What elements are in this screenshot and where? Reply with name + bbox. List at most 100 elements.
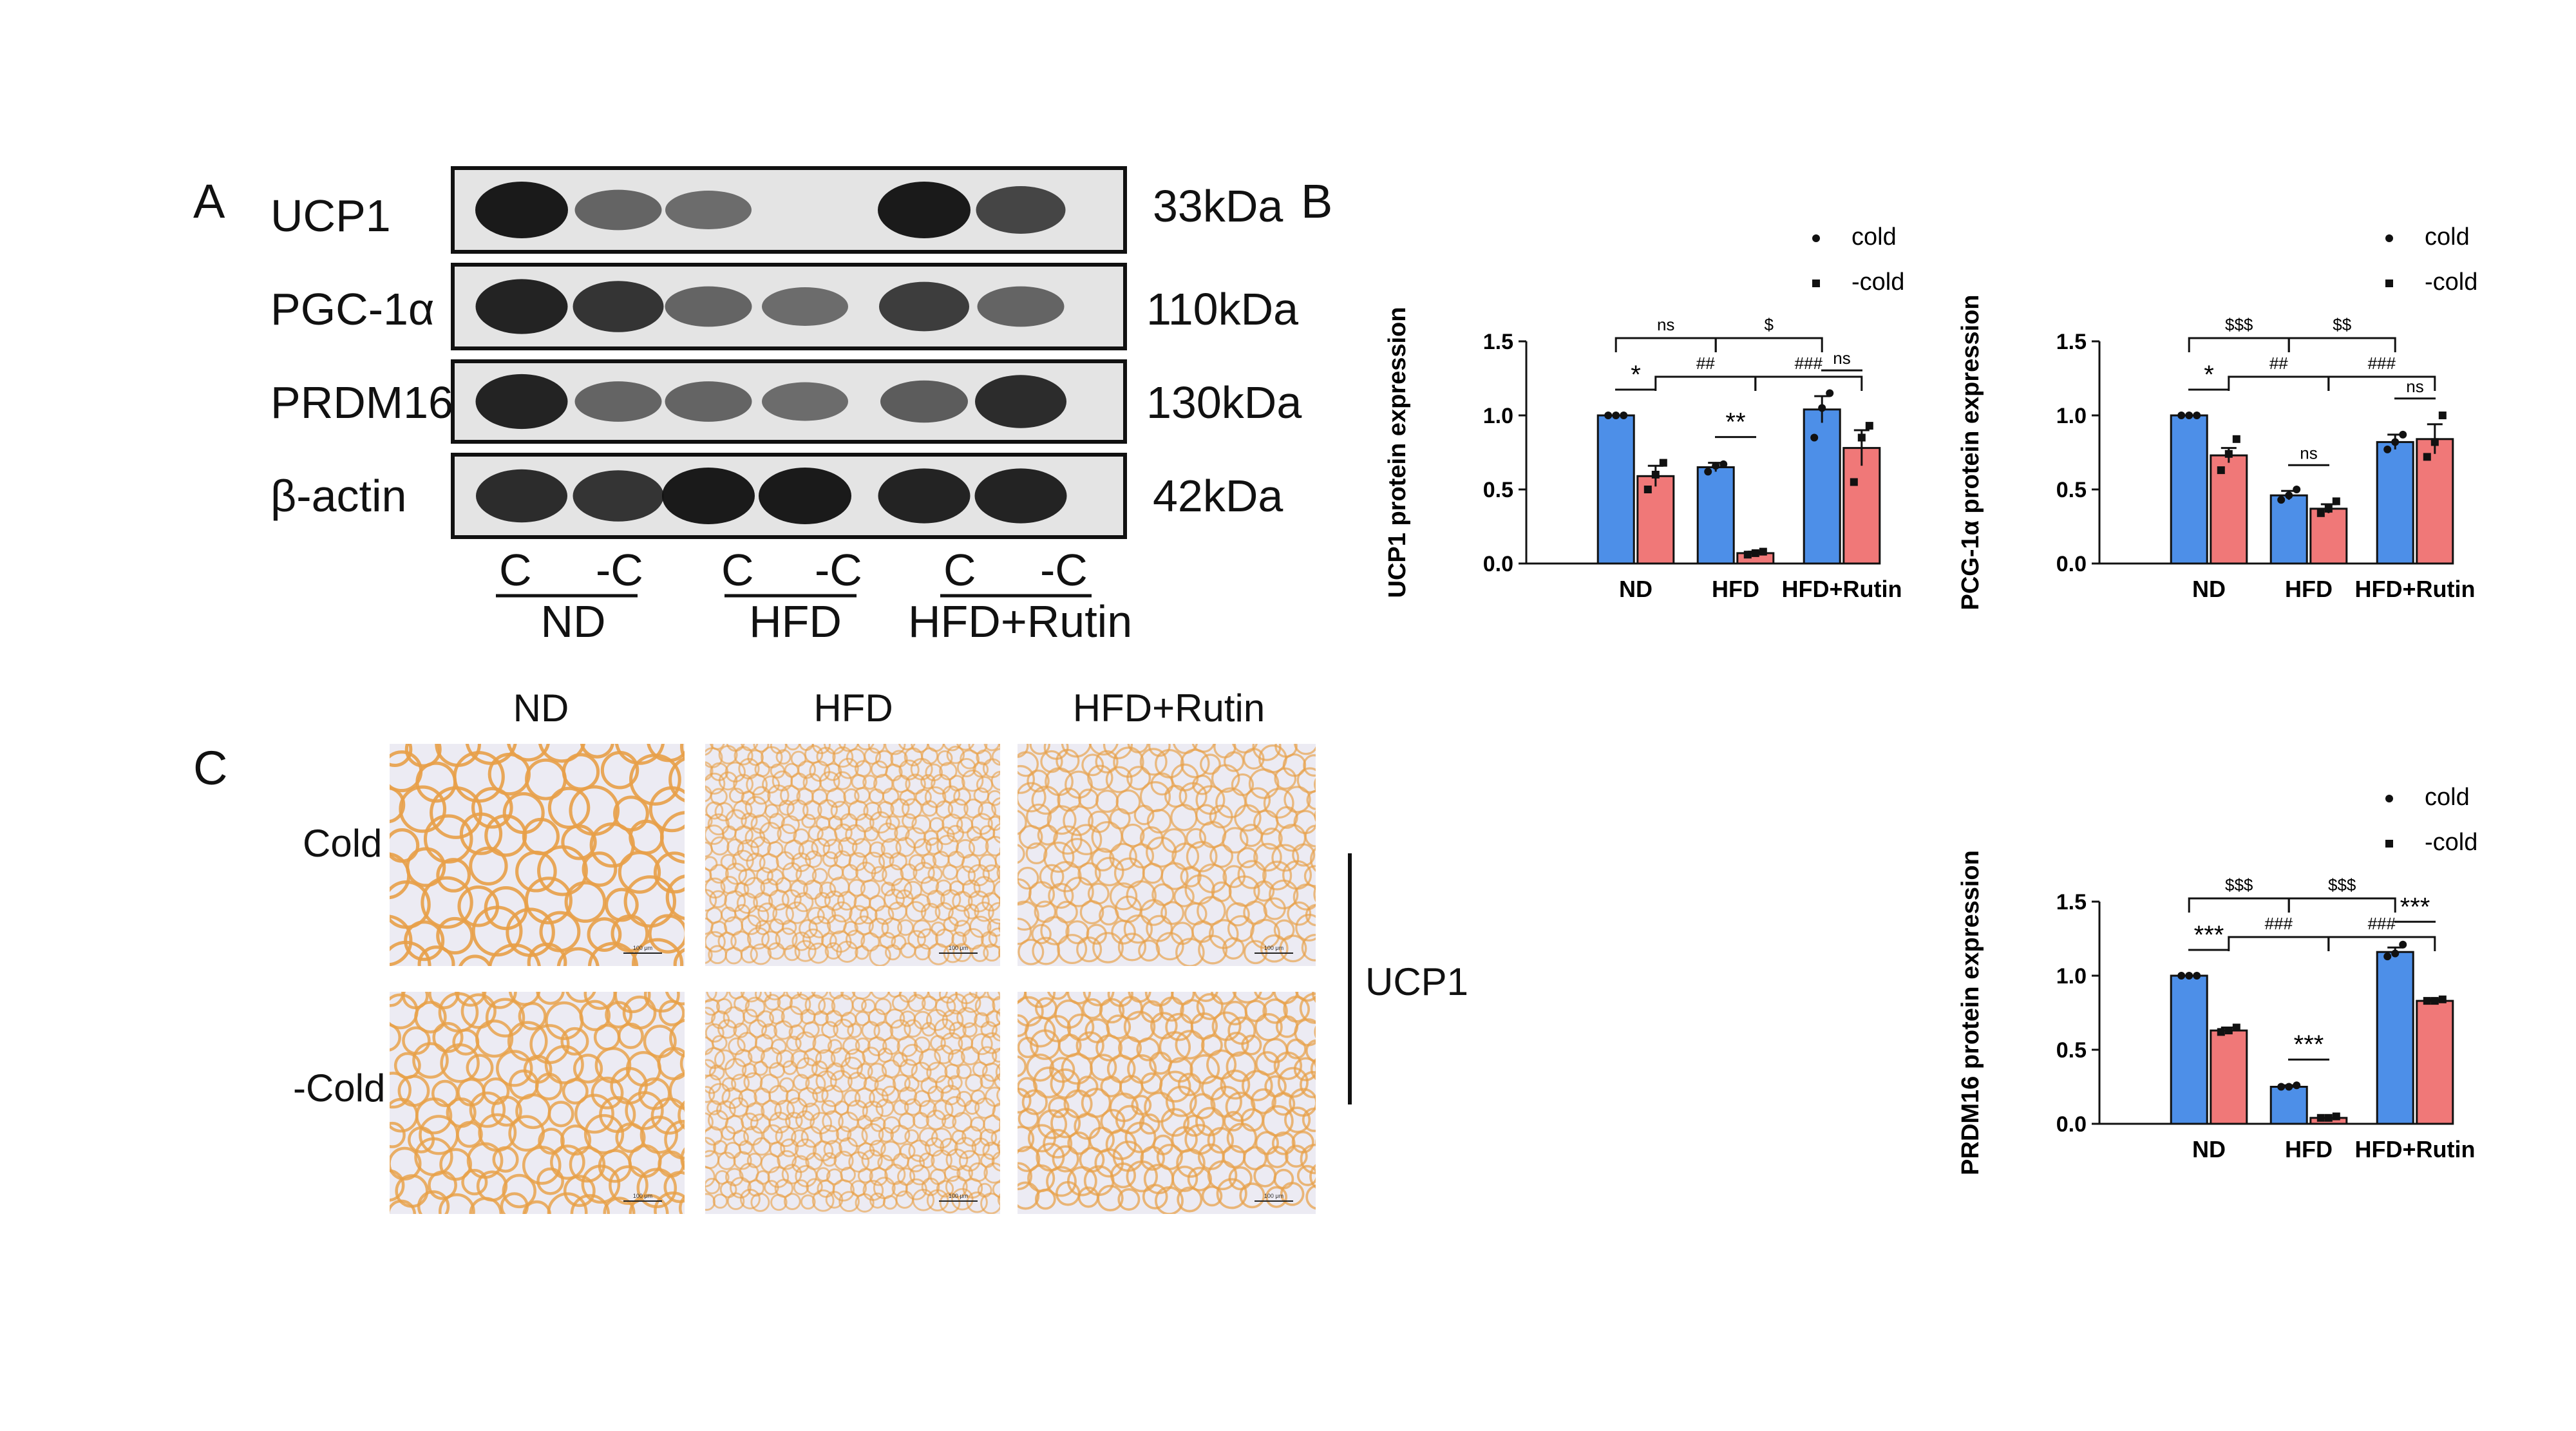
adipocyte-outline [1040, 916, 1070, 945]
adipocyte-outline [1092, 932, 1124, 963]
adipocyte-outline [913, 992, 929, 1000]
adipocyte-outline [537, 845, 588, 896]
data-point [2285, 1083, 2293, 1091]
western-blot [451, 166, 1127, 539]
adipocyte-outline [971, 1033, 993, 1056]
adipocyte-outline [794, 940, 817, 962]
legend-marker-nocold [2385, 840, 2393, 848]
comparison-bracket [1714, 337, 1823, 352]
adipocyte-outline [857, 1168, 873, 1184]
adipocyte-outline [583, 1114, 625, 1155]
adipocyte-outline [824, 942, 842, 960]
adipocyte-outline [875, 905, 895, 925]
adipocyte-outline [708, 1064, 725, 1081]
adipocyte-outline [459, 812, 503, 855]
adipocyte-outline [469, 1091, 506, 1128]
adipocyte-outline [665, 992, 685, 1005]
adipocyte-outline [971, 813, 993, 835]
adipocyte-outline [1279, 934, 1307, 963]
adipocyte-outline [900, 863, 918, 881]
adipocyte-outline [991, 1048, 1000, 1063]
adipocyte-outline [823, 1140, 842, 1159]
adipocyte-outline [580, 744, 614, 759]
adipocyte-outline [724, 1057, 747, 1081]
comparison-bracket [2228, 936, 2330, 951]
legend-marker-nocold [1812, 280, 1820, 287]
adipocyte-outline [964, 1099, 980, 1115]
adipocyte-outline [996, 1008, 1000, 1025]
adipocyte-outline [1275, 806, 1298, 829]
adipocyte-outline [1253, 842, 1282, 872]
adipocyte-outline [488, 943, 541, 966]
comparison-label: ### [2368, 914, 2396, 933]
adipocyte-outline [1284, 1106, 1311, 1133]
data-point [1857, 433, 1866, 442]
adipocyte-outline [1296, 1164, 1316, 1186]
adipocyte-outline [847, 1023, 862, 1038]
adipocyte-outline [603, 1197, 636, 1214]
adipocyte-outline [1295, 992, 1316, 1002]
adipocyte-outline [544, 1045, 584, 1085]
legend-label-cold: cold [2425, 784, 2470, 811]
adipocyte-outline [573, 1054, 603, 1084]
chart-pgc1a: PCG-1α protein expression 0.0 0.5 1.0 1.5 ND H… [1957, 223, 2477, 611]
blot-band [974, 468, 1067, 524]
adipocyte-outline [1226, 1123, 1258, 1153]
adipocyte-outline [414, 1001, 447, 1034]
adipocyte-outline [1095, 750, 1119, 773]
adipocyte-outline [993, 880, 1000, 900]
adipocyte-outline [987, 815, 1000, 831]
adipocyte-outline [469, 846, 508, 886]
adipocyte-outline [750, 1192, 770, 1212]
data-point [2185, 972, 2193, 980]
adipocyte-outline [406, 847, 446, 887]
blot-band [475, 374, 568, 430]
ihc-bracket-line [1348, 853, 1352, 1104]
adipocyte-outline [985, 1010, 1000, 1027]
adipocyte-outline [1313, 777, 1316, 791]
adipocyte-outline [948, 905, 970, 927]
adipocyte-outline [992, 1180, 1000, 1199]
adipocyte-outline [822, 839, 844, 860]
adipocyte-outline [1260, 828, 1283, 850]
adipocyte-outline [985, 835, 1000, 857]
adipocyte-outline [912, 1112, 930, 1129]
adipocyte-outline [1314, 810, 1316, 822]
adipocyte-outline [1018, 744, 1029, 759]
bar [2170, 414, 2208, 565]
bar [2416, 438, 2454, 565]
adipocyte-outline [907, 994, 926, 1012]
adipocyte-outline [471, 905, 523, 957]
adipocyte-outline [1253, 880, 1275, 902]
comparison-label: ### [1795, 354, 1823, 373]
adipocyte-outline [874, 1074, 896, 1097]
y-axis-label: PCG-1α protein expression [1957, 294, 1984, 610]
adipocyte-outline [1216, 1178, 1247, 1209]
adipocyte-outline [969, 915, 992, 938]
adipocyte-outline [1018, 918, 1032, 945]
lane-label-2: -C [596, 545, 643, 595]
adipocyte-outline [947, 798, 969, 819]
comparison-bracket [1615, 337, 1717, 352]
adipocyte-outline [547, 1192, 588, 1214]
adipocyte-outline [991, 1023, 1000, 1042]
adipocyte-outline [1306, 790, 1316, 810]
adipocyte-outline [800, 1126, 823, 1148]
adipocyte-outline [869, 811, 892, 834]
data-point [2423, 453, 2431, 461]
adipocyte-outline [956, 757, 976, 777]
adipocyte-outline [1094, 857, 1124, 887]
data-point [2423, 997, 2431, 1005]
ihc-image-nd-cold: 100 μm [390, 744, 685, 966]
adipocyte-outline [780, 1138, 799, 1157]
adipocyte-outline [782, 862, 802, 882]
adipocyte-outline [911, 1061, 932, 1083]
adipocyte-outline [767, 942, 785, 960]
adipocyte-outline [952, 891, 973, 912]
adipocyte-outline [746, 773, 768, 796]
x-tick-label: HFD [1712, 576, 1759, 602]
adipocyte-outline [859, 906, 878, 925]
adipocyte-outline [775, 749, 791, 765]
adipocyte-outline [904, 1019, 922, 1038]
adipocyte-outline [737, 839, 760, 862]
